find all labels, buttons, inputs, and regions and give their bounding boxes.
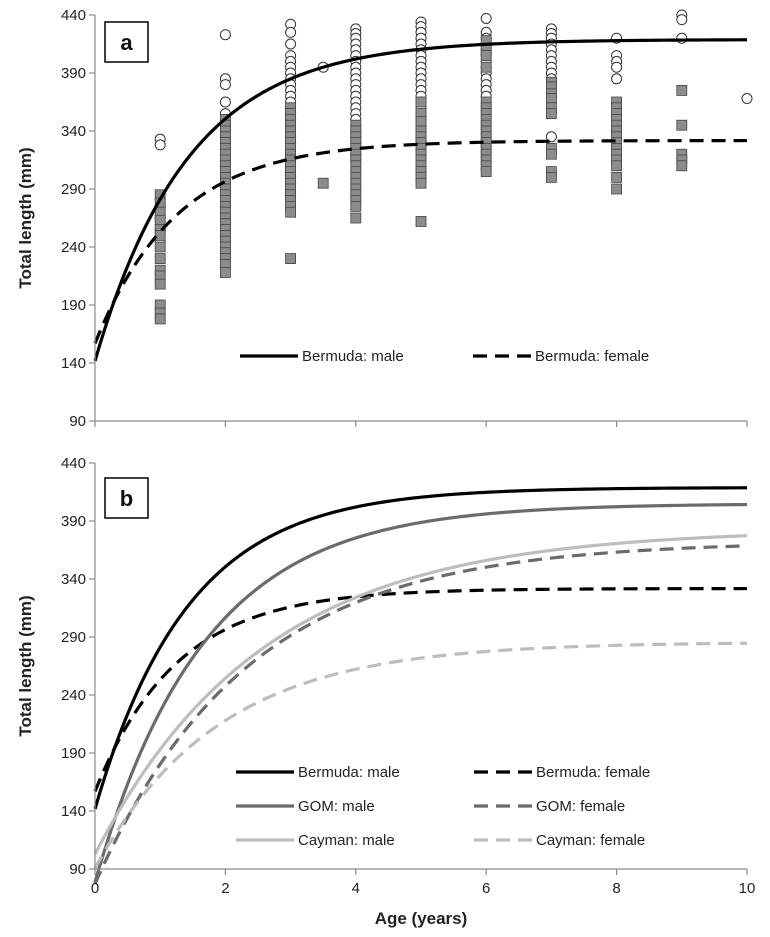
x-tick-label: 0 bbox=[91, 880, 99, 897]
series-line-cayman-female bbox=[93, 641, 748, 870]
series-line-bermuda-male bbox=[93, 486, 748, 810]
legend-label: Bermuda: female bbox=[535, 348, 649, 365]
x-tick-label: 2 bbox=[221, 880, 229, 897]
panel-a-axes: 90 140 190 240 290 340 390 440 bbox=[61, 7, 748, 430]
scatter-point-female bbox=[154, 313, 166, 325]
scatter-point-male bbox=[480, 12, 492, 24]
y-tick-label: 290 bbox=[61, 629, 86, 646]
scatter-point-male bbox=[219, 79, 231, 91]
panel-b-marks bbox=[93, 486, 748, 885]
y-tick-label: 140 bbox=[61, 803, 86, 820]
legend-label: GOM: female bbox=[536, 798, 625, 815]
scatter-point-male bbox=[545, 131, 557, 143]
y-tick-label: 240 bbox=[61, 687, 86, 704]
scatter-point-female bbox=[480, 61, 492, 73]
y-tick-label: 140 bbox=[61, 355, 86, 372]
scatter-point-male bbox=[611, 73, 623, 85]
scatter-point-male bbox=[154, 139, 166, 151]
legend-label: Bermuda: female bbox=[536, 764, 650, 781]
scatter-point-female bbox=[676, 85, 688, 96]
scatter-point-female bbox=[480, 50, 492, 61]
series-line-gom-female bbox=[93, 544, 748, 885]
panel-b-axes: 90 140 190 240 290 340 390 440 0 2 4 6 8 10 bbox=[61, 455, 755, 897]
y-tick-label: 440 bbox=[61, 455, 86, 472]
series-line-bermuda-female bbox=[93, 138, 747, 345]
scatter-point-male bbox=[741, 93, 753, 105]
scatter-point-female bbox=[317, 177, 329, 189]
legend-label: Cayman: female bbox=[536, 832, 645, 849]
x-tick-label: 4 bbox=[352, 880, 360, 897]
scatter-point-female bbox=[546, 93, 557, 104]
scatter-point-female bbox=[415, 96, 427, 108]
scatter-point-female bbox=[415, 177, 427, 189]
scatter-point-female bbox=[676, 160, 688, 172]
y-axis-title-a: Total length (mm) bbox=[16, 147, 35, 288]
scatter-point-male bbox=[285, 26, 297, 38]
scatter-point-female bbox=[154, 241, 166, 253]
panel-b-legend: Bermuda: male Bermuda: female GOM: male GOM… bbox=[236, 764, 650, 849]
plot-area-b bbox=[95, 463, 747, 869]
panel-label-box-b: b bbox=[104, 477, 149, 519]
panel-a-legend: Bermuda: male Bermuda: female bbox=[240, 348, 649, 365]
panel-a-marks bbox=[93, 9, 753, 362]
y-tick-label: 340 bbox=[61, 123, 86, 140]
scatter-point-female bbox=[219, 267, 231, 278]
x-tick-label: 10 bbox=[739, 880, 756, 897]
scatter-point-female bbox=[546, 108, 557, 119]
legend-label: GOM: male bbox=[298, 798, 375, 815]
x-axis-title: Age (years) bbox=[375, 909, 468, 928]
y-tick-label: 90 bbox=[69, 861, 86, 878]
scatter-point-male bbox=[676, 32, 688, 44]
scatter-point-female bbox=[611, 160, 622, 172]
scatter-point-female bbox=[546, 171, 557, 183]
series-line-bermuda-male bbox=[93, 38, 748, 362]
y-tick-label: 440 bbox=[61, 7, 86, 24]
panel-label-a: a bbox=[120, 30, 133, 55]
y-tick-label: 90 bbox=[69, 413, 86, 430]
scatter-point-female bbox=[154, 278, 166, 290]
scatter-point-female bbox=[350, 212, 362, 224]
scatter-point-female bbox=[480, 166, 492, 178]
scatter-point-female bbox=[350, 200, 362, 212]
scatter-point-female bbox=[154, 229, 166, 241]
scatter-point-female bbox=[285, 253, 297, 265]
panel-a: 90 140 190 240 290 340 390 440 a Total length (… bbox=[16, 7, 753, 430]
y-tick-label: 390 bbox=[61, 65, 86, 82]
series-line-gom-male bbox=[93, 502, 748, 883]
scatter-point-male bbox=[676, 14, 688, 26]
scatter-point-female bbox=[285, 206, 297, 218]
series-line-cayman-male bbox=[93, 534, 748, 856]
y-tick-label: 290 bbox=[61, 181, 86, 198]
panel-label-b: b bbox=[120, 486, 133, 511]
x-tick-label: 8 bbox=[612, 880, 620, 897]
y-tick-label: 240 bbox=[61, 239, 86, 256]
scatter-point-female bbox=[415, 116, 427, 128]
y-axis-title-b: Total length (mm) bbox=[16, 595, 35, 736]
legend-label: Cayman: male bbox=[298, 832, 395, 849]
scatter-point-female bbox=[154, 214, 166, 226]
panel-label-box-a: a bbox=[104, 21, 149, 63]
scatter-point-male bbox=[219, 96, 231, 108]
scatter-point-male bbox=[285, 38, 297, 50]
scatter-point-female bbox=[611, 183, 622, 195]
scatter-point-male bbox=[611, 61, 623, 73]
scatter-point-male bbox=[219, 29, 231, 41]
scatter-point-female bbox=[676, 119, 688, 131]
scatter-point-female bbox=[154, 253, 166, 265]
legend-label: Bermuda: male bbox=[302, 348, 404, 365]
legend-label: Bermuda: male bbox=[298, 764, 400, 781]
x-tick-label: 6 bbox=[482, 880, 490, 897]
scatter-point-female bbox=[415, 216, 427, 227]
y-tick-label: 390 bbox=[61, 513, 86, 530]
y-tick-label: 190 bbox=[61, 745, 86, 762]
y-tick-label: 190 bbox=[61, 297, 86, 314]
scatter-point-female bbox=[546, 148, 557, 160]
scatter-point-female bbox=[611, 171, 622, 183]
panel-b: 90 140 190 240 290 340 390 440 0 2 4 6 8 10 b Total l… bbox=[16, 455, 755, 897]
y-tick-label: 340 bbox=[61, 571, 86, 588]
